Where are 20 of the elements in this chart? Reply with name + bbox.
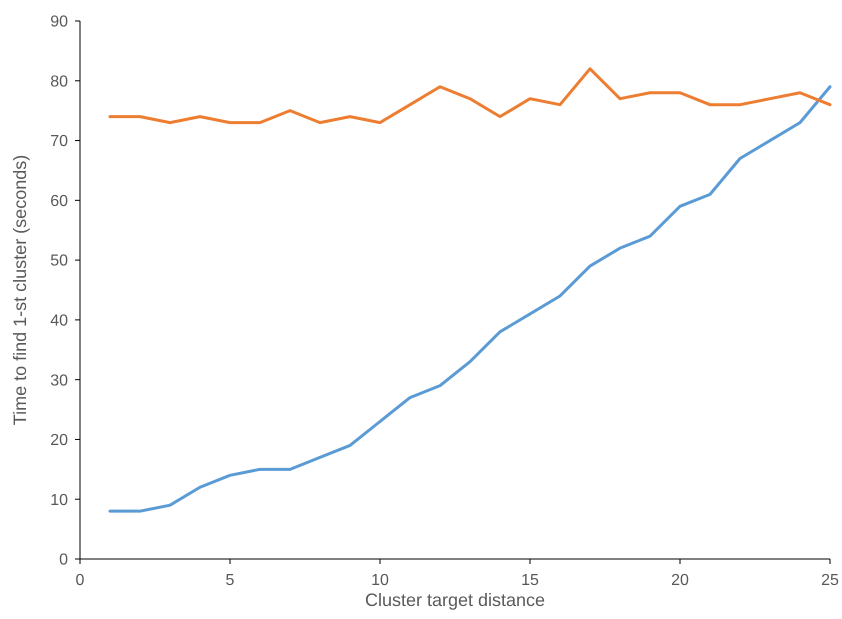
x-axis-title: Cluster target distance [364,590,546,610]
y-tick-label: 30 [50,372,68,390]
x-tick-label: 25 [821,572,839,589]
y-tick-label: 70 [50,133,68,150]
y-tick-label: 0 [59,552,68,569]
x-tick-label: 15 [521,572,539,589]
y-tick-label: 50 [50,252,68,270]
x-tick-label: 5 [226,572,235,589]
y-tick-label: 40 [50,312,68,330]
y-tick-label: 90 [50,14,68,31]
line-series [108,67,832,124]
x-tick-label: 10 [371,572,389,589]
line-series [108,85,832,513]
y-tick-label: 10 [50,492,68,509]
y-tick-label: 60 [50,192,68,210]
y-tick-label: 80 [50,73,68,90]
x-tick-label: 20 [671,572,689,589]
x-tick-label: 0 [76,572,85,589]
y-axis-title: Time to find 1-st cluster (seconds) [10,154,30,426]
y-tick-label: 20 [50,432,68,450]
